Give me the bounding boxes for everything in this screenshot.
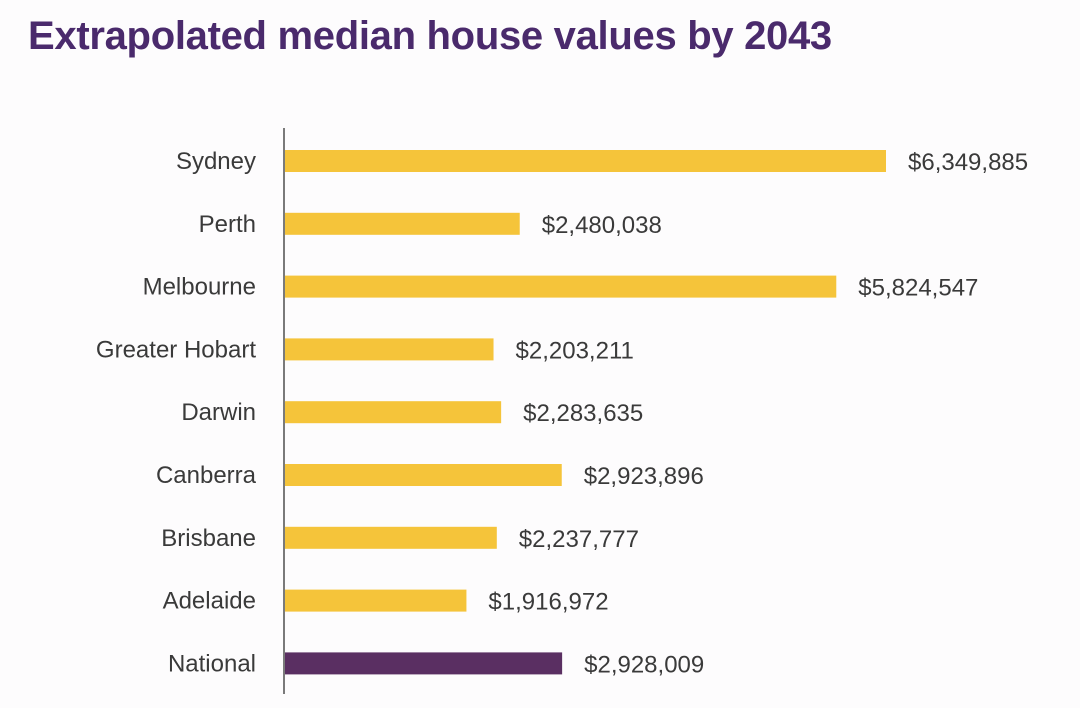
bar-brisbane <box>285 526 497 549</box>
chart-title: Extrapolated median house values by 2043 <box>28 14 832 58</box>
bar-greater-hobart <box>285 338 494 361</box>
category-label-adelaide: Adelaide <box>163 588 256 615</box>
value-label-sydney: $6,349,885 <box>908 149 1028 176</box>
value-label-darwin: $2,283,635 <box>523 400 643 427</box>
bar-adelaide <box>285 589 467 612</box>
value-label-brisbane: $2,237,777 <box>519 526 639 553</box>
value-labels-group: $6,349,885 $2,480,038 $5,824,547 $2,203,211… <box>488 149 1028 678</box>
bar-darwin <box>285 401 502 424</box>
bars-group <box>285 150 886 675</box>
bar-melbourne <box>285 275 837 298</box>
bar-national <box>285 652 563 675</box>
bar-perth <box>285 212 520 235</box>
category-label-canberra: Canberra <box>156 462 257 489</box>
value-label-adelaide: $1,916,972 <box>488 589 608 616</box>
value-label-perth: $2,480,038 <box>542 212 662 239</box>
value-label-greater-hobart: $2,203,211 <box>516 337 634 364</box>
value-label-national: $2,928,009 <box>584 651 704 678</box>
category-label-national: National <box>168 650 256 677</box>
value-label-melbourne: $5,824,547 <box>858 275 978 302</box>
bar-sydney <box>285 150 886 172</box>
category-label-melbourne: Melbourne <box>143 274 256 301</box>
category-label-perth: Perth <box>199 211 256 238</box>
category-label-greater-hobart: Greater Hobart <box>96 336 256 363</box>
value-label-canberra: $2,923,896 <box>584 463 704 490</box>
bar-canberra <box>285 464 562 486</box>
category-labels-group: Sydney Perth Melbourne Greater Hobart Darwin… <box>96 148 257 677</box>
category-label-darwin: Darwin <box>181 399 256 426</box>
category-label-brisbane: Brisbane <box>161 525 256 552</box>
category-label-sydney: Sydney <box>176 148 256 175</box>
